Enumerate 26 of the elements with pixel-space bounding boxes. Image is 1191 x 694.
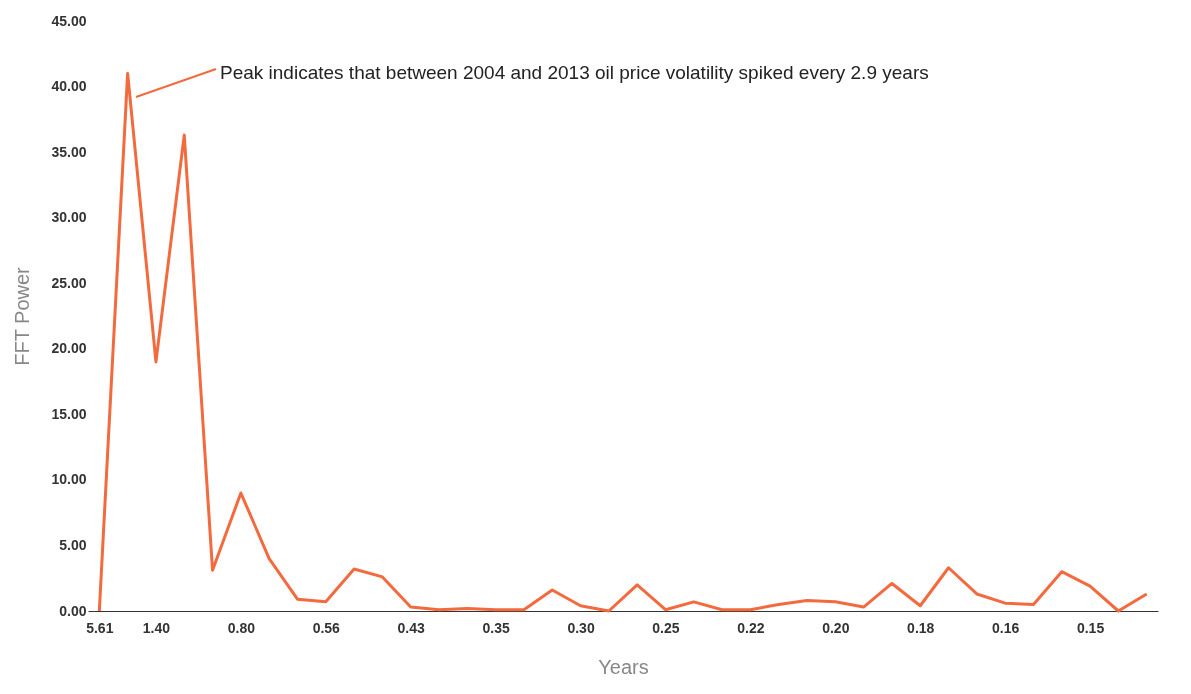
x-tick-label: 0.35 xyxy=(482,619,510,636)
x-tick-label: 0.43 xyxy=(397,619,426,636)
annotation: Peak indicates that between 2004 and 2013 oil price volatility spiked every 2.9 years xyxy=(220,62,929,83)
y-axis-title: FFT Power xyxy=(11,266,34,366)
x-tick-label: 0.16 xyxy=(992,619,1020,636)
x-tick-label: 0.18 xyxy=(907,619,935,636)
x-tick-label: 0.15 xyxy=(1076,619,1105,636)
y-tick-label: 35.00 xyxy=(51,143,87,160)
y-tick-label: 30.00 xyxy=(51,209,87,226)
x-tick-label: 0.56 xyxy=(312,619,341,636)
y-tick-label: 5.00 xyxy=(59,536,87,553)
x-tick-label: 0.22 xyxy=(737,619,765,636)
y-tick-label: 40.00 xyxy=(51,78,87,95)
y-tick-label: 45.00 xyxy=(51,12,87,29)
y-tick-label: 0.00 xyxy=(59,602,87,619)
y-tick-label: 20.00 xyxy=(51,340,87,357)
x-tick-label: 5.61 xyxy=(86,619,114,636)
y-tick-label: 15.00 xyxy=(51,405,87,422)
x-tick-label: 0.80 xyxy=(227,619,256,636)
y-tick-label: 25.00 xyxy=(51,274,87,291)
x-tick-label: 0.25 xyxy=(652,619,680,636)
x-axis-title: Years xyxy=(598,655,649,678)
x-tick-label: 0.20 xyxy=(822,619,850,636)
x-tick-label: 0.30 xyxy=(567,619,595,636)
x-tick-label: 1.40 xyxy=(142,619,171,636)
y-tick-label: 10.00 xyxy=(51,471,87,488)
